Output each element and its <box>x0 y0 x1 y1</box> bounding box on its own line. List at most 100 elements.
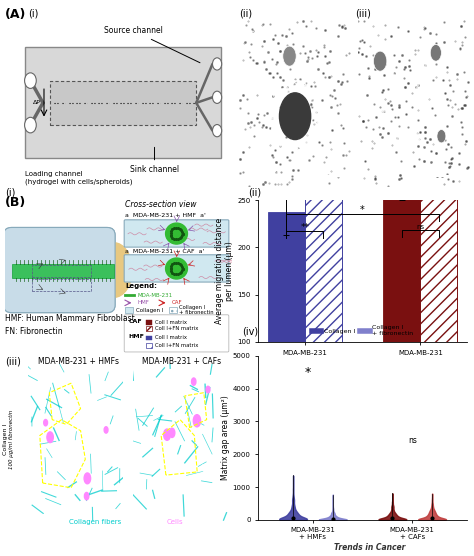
Bar <box>32 279 91 291</box>
Circle shape <box>84 473 91 484</box>
Text: Cross-section view: Cross-section view <box>125 200 197 208</box>
Text: ecc = 0.19: ecc = 0.19 <box>245 170 279 175</box>
Point <box>329 514 337 523</box>
Bar <box>50 81 196 125</box>
Text: Collagen I
+ fibronectin: Collagen I + fibronectin <box>179 305 213 315</box>
Text: (B): (B) <box>5 196 26 208</box>
Text: day 4: day 4 <box>245 29 268 38</box>
Legend: Collagen I, Collagen I
+ fibronectin: Collagen I, Collagen I + fibronectin <box>310 323 416 339</box>
Text: (i): (i) <box>28 8 39 18</box>
Text: ns: ns <box>416 225 425 230</box>
Text: ΔP: ΔP <box>33 101 41 105</box>
Circle shape <box>191 378 196 385</box>
Circle shape <box>44 419 47 426</box>
Circle shape <box>164 429 171 440</box>
Circle shape <box>193 415 201 427</box>
Bar <box>32 265 91 277</box>
Polygon shape <box>271 83 319 149</box>
Polygon shape <box>390 85 434 150</box>
Y-axis label: Matrix gap area (μm²): Matrix gap area (μm²) <box>221 395 230 480</box>
Circle shape <box>104 426 108 433</box>
Bar <box>146 320 152 325</box>
Bar <box>146 336 152 340</box>
FancyBboxPatch shape <box>4 227 115 312</box>
Circle shape <box>374 51 387 71</box>
Bar <box>268 211 305 342</box>
Text: Coll I+FN matrix: Coll I+FN matrix <box>155 326 198 331</box>
Bar <box>25 47 221 158</box>
Text: Cells: Cells <box>167 519 184 525</box>
Text: (ii): (ii) <box>239 8 253 18</box>
Text: (iv): (iv) <box>242 326 258 336</box>
Circle shape <box>47 432 53 443</box>
Text: CAF: CAF <box>172 300 182 305</box>
Text: FN: Fibronectin: FN: Fibronectin <box>5 327 63 336</box>
Circle shape <box>25 117 36 133</box>
Bar <box>125 307 133 312</box>
Bar <box>146 343 152 348</box>
Text: 100 μg/ml fibronectin: 100 μg/ml fibronectin <box>9 410 14 469</box>
Text: ecc = 0.84: ecc = 0.84 <box>364 170 397 175</box>
Text: a  MDA-MB-231 + HMF  a': a MDA-MB-231 + HMF a' <box>125 212 206 217</box>
Text: MDA-MB-231: MDA-MB-231 <box>138 292 173 297</box>
Bar <box>11 264 114 277</box>
Text: Source channel: Source channel <box>104 26 200 63</box>
Bar <box>305 164 342 342</box>
Text: **: ** <box>301 224 310 232</box>
Text: HMF: HMF <box>138 300 150 305</box>
Circle shape <box>212 58 222 70</box>
Text: day 5: day 5 <box>364 29 387 38</box>
FancyBboxPatch shape <box>124 255 229 282</box>
Circle shape <box>25 73 36 88</box>
Circle shape <box>437 130 446 143</box>
Circle shape <box>212 125 222 137</box>
Text: 50μm: 50μm <box>431 163 449 168</box>
Circle shape <box>283 46 296 66</box>
Text: Coll I matrix: Coll I matrix <box>155 335 187 340</box>
Bar <box>146 326 152 331</box>
Text: Coll I+FN matrix: Coll I+FN matrix <box>155 342 198 348</box>
Text: MDA-MB-231 + CAFs: MDA-MB-231 + CAFs <box>142 357 221 366</box>
FancyBboxPatch shape <box>124 315 229 352</box>
Text: *: * <box>305 365 311 379</box>
Text: (A): (A) <box>5 8 26 21</box>
Text: (ii): (ii) <box>248 187 261 197</box>
Circle shape <box>165 223 187 244</box>
Text: CAF: CAF <box>129 319 142 324</box>
Text: ns: ns <box>408 436 417 445</box>
Y-axis label: Average migration distance
per lumen (μm): Average migration distance per lumen (μm… <box>215 218 235 324</box>
Text: Collagen I: Collagen I <box>136 307 163 312</box>
Point <box>428 514 436 523</box>
FancyBboxPatch shape <box>124 220 229 247</box>
Text: Collagen I: Collagen I <box>3 424 8 455</box>
Text: Loading channel
(hydrogel with cells/spheroids): Loading channel (hydrogel with cells/sph… <box>25 171 133 185</box>
Text: MDA-MB-231 + HMFs: MDA-MB-231 + HMFs <box>38 357 119 366</box>
Polygon shape <box>269 81 321 152</box>
Text: 50μm: 50μm <box>313 163 331 168</box>
Polygon shape <box>393 89 430 143</box>
FancyBboxPatch shape <box>4 227 115 312</box>
Bar <box>420 161 457 342</box>
Text: HMF: Human Mammary Fibroblast: HMF: Human Mammary Fibroblast <box>5 314 135 322</box>
Ellipse shape <box>0 243 30 297</box>
Point <box>389 514 396 523</box>
Text: a  MDA-MB-231 + CAF  a': a MDA-MB-231 + CAF a' <box>125 249 205 254</box>
Text: *: * <box>360 205 365 215</box>
Ellipse shape <box>96 243 132 297</box>
Text: Trends in Cancer: Trends in Cancer <box>334 543 405 553</box>
Circle shape <box>430 44 441 61</box>
Circle shape <box>169 428 175 438</box>
Text: HMF: HMF <box>129 334 145 339</box>
Circle shape <box>280 93 310 140</box>
Text: (iii): (iii) <box>356 8 371 18</box>
Circle shape <box>206 386 210 393</box>
Text: Legend:: Legend: <box>125 282 157 289</box>
Circle shape <box>84 493 89 500</box>
Point <box>289 513 297 522</box>
Polygon shape <box>272 87 317 147</box>
Text: Sink channel: Sink channel <box>130 147 179 175</box>
Bar <box>169 307 176 312</box>
Text: Coll I matrix: Coll I matrix <box>155 320 187 325</box>
Text: (iii): (iii) <box>5 357 20 367</box>
Text: Collagen fibers: Collagen fibers <box>69 519 121 525</box>
